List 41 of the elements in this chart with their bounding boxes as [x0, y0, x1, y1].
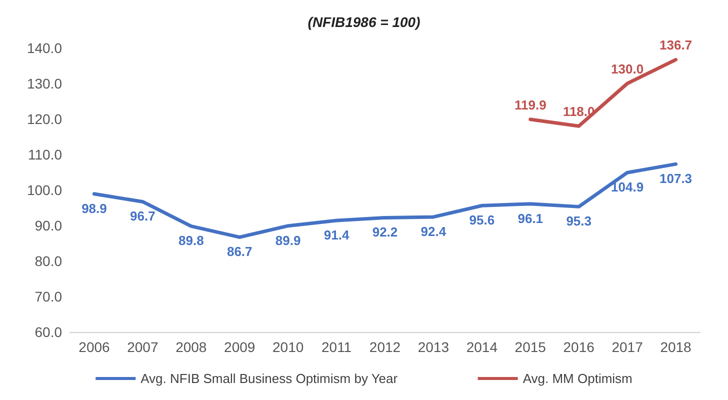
data-label: 130.0 — [611, 62, 644, 76]
y-tick-label: 110.0 — [28, 146, 62, 162]
data-label: 104.9 — [611, 180, 644, 195]
y-tick-label: 100.0 — [26, 182, 62, 198]
chart-title: (NFIB1986 = 100) — [308, 14, 421, 30]
y-tick-label: 140.0 — [26, 40, 62, 56]
x-tick-label: 2016 — [563, 339, 595, 355]
x-tick-label: 2015 — [514, 339, 546, 355]
data-label: 96.7 — [130, 208, 156, 224]
x-tick-label: 2009 — [224, 339, 256, 355]
data-label: 98.9 — [82, 200, 107, 216]
x-tick-label: 2013 — [418, 339, 450, 355]
x-tick-label: 2008 — [176, 339, 207, 355]
legend-label: Avg. NFIB Small Business Optimism by Year — [140, 371, 398, 386]
y-tick-label: 70.0 — [34, 288, 62, 304]
y-tick-label: 60.0 — [34, 324, 62, 340]
y-tick-label: 80.0 — [34, 253, 62, 269]
x-tick-label: 2011 — [321, 339, 352, 355]
data-label: 95.3 — [566, 214, 592, 229]
data-label: 95.6 — [469, 212, 495, 228]
data-label: 92.4 — [420, 224, 447, 239]
y-tick-label: 130.0 — [26, 76, 62, 92]
data-label: 92.2 — [372, 224, 398, 240]
data-label: 107.3 — [659, 171, 692, 186]
y-tick-label: 90.0 — [34, 218, 62, 234]
data-label: 89.9 — [275, 232, 301, 248]
legend-label: Avg. MM Optimism — [522, 371, 632, 386]
y-tick-label: 120.0 — [26, 111, 62, 127]
x-tick-label: 2018 — [660, 339, 692, 355]
data-label: 91.4 — [324, 228, 350, 243]
x-tick-label: 2012 — [369, 339, 401, 355]
x-tick-label: 2017 — [612, 339, 644, 355]
x-tick-label: 2010 — [272, 339, 304, 355]
data-label: 86.7 — [226, 244, 252, 260]
x-tick-label: 2007 — [127, 339, 158, 355]
data-label: 96.1 — [518, 210, 544, 226]
x-tick-label: 2006 — [78, 339, 110, 355]
data-label: 119.9 — [514, 97, 546, 112]
data-label: 89.8 — [178, 233, 204, 248]
x-tick-label: 2014 — [466, 339, 498, 355]
data-label: 136.7 — [659, 38, 692, 53]
